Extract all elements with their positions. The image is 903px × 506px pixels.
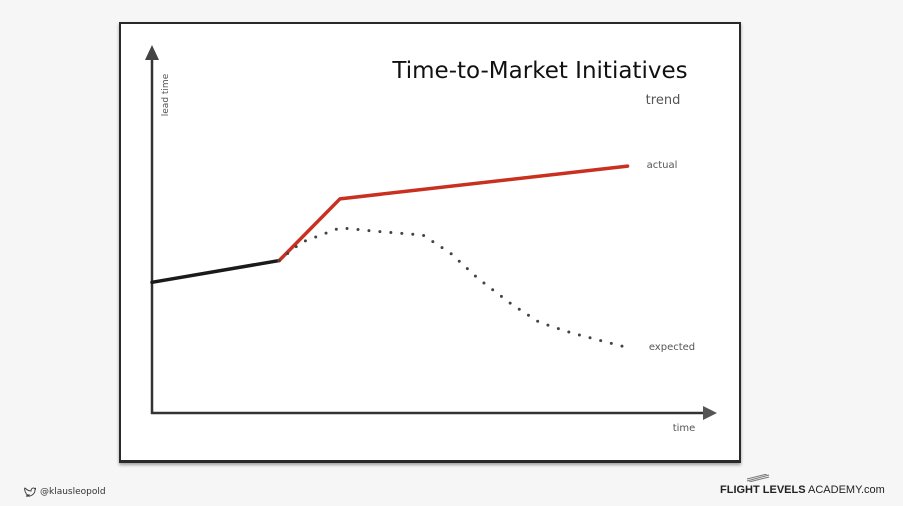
axes bbox=[145, 45, 717, 420]
series-expected-dot bbox=[345, 227, 349, 231]
series-expected-dot bbox=[314, 235, 318, 239]
series-expected-dot bbox=[482, 281, 486, 285]
footer-brand: FLIGHT LEVELS ACADEMY.com bbox=[720, 484, 885, 496]
series-expected-dot bbox=[567, 330, 571, 334]
series-expected-dot bbox=[440, 246, 444, 250]
slide bbox=[119, 22, 741, 463]
series-actual-line bbox=[277, 164, 630, 263]
series-expected-dot bbox=[609, 341, 613, 345]
series-expected-dot bbox=[577, 333, 581, 337]
x-axis-arrow-icon bbox=[703, 406, 717, 420]
y-axis-arrow-icon bbox=[145, 45, 159, 60]
series-expected-dot bbox=[294, 245, 298, 249]
flight-levels-logo-icon bbox=[746, 474, 770, 482]
series-expected-dot bbox=[517, 307, 521, 311]
series-expected-dot bbox=[334, 227, 338, 231]
series-expected-dot bbox=[536, 319, 540, 323]
series-expected-dot bbox=[367, 229, 371, 233]
series-expected-dot bbox=[491, 288, 495, 292]
y-axis-label: lead time bbox=[161, 73, 171, 116]
series-expected-dot bbox=[389, 230, 393, 234]
series-expected-dot bbox=[508, 301, 512, 305]
series-expected-dot bbox=[431, 240, 435, 244]
series-expected-dot bbox=[499, 294, 503, 298]
x-axis-label: time bbox=[673, 423, 696, 434]
series-expected-dot bbox=[422, 234, 426, 238]
series-expected-dot bbox=[588, 336, 592, 340]
legend-title: trend bbox=[646, 93, 681, 108]
series-segment-0-line bbox=[150, 258, 281, 285]
series-layer bbox=[150, 164, 630, 348]
series-expected-dot bbox=[303, 239, 307, 243]
series-expected-dot bbox=[473, 274, 477, 278]
series-expected-dot bbox=[277, 259, 281, 263]
series-expected-dot bbox=[356, 228, 360, 232]
series-expected-dot bbox=[378, 230, 382, 234]
brand-bold: FLIGHT LEVELS bbox=[720, 484, 806, 496]
series-expected-dot bbox=[449, 252, 453, 256]
footer-twitter[interactable]: @klausleopold bbox=[24, 486, 106, 497]
series-expected-dot bbox=[546, 323, 550, 327]
twitter-bird-icon bbox=[24, 487, 36, 497]
series-label-actual: actual bbox=[647, 160, 678, 171]
series-expected-dot bbox=[324, 231, 328, 235]
series-expected-dot bbox=[400, 231, 404, 235]
chart-title: Time-to-Market Initiatives bbox=[391, 58, 687, 84]
series-expected-dot bbox=[599, 339, 603, 343]
series-expected-dot bbox=[457, 259, 461, 263]
series-label-expected: expected bbox=[649, 342, 695, 353]
brand-rest: ACADEMY.com bbox=[805, 484, 885, 496]
series-expected-dot bbox=[620, 344, 624, 348]
twitter-handle: @klausleopold bbox=[40, 486, 106, 497]
series-expected-dot bbox=[411, 232, 415, 236]
series-expected-dot bbox=[556, 327, 560, 331]
series-expected-dot bbox=[526, 313, 530, 317]
series-expected-dot bbox=[465, 267, 469, 271]
series-expected-dot bbox=[286, 252, 290, 256]
